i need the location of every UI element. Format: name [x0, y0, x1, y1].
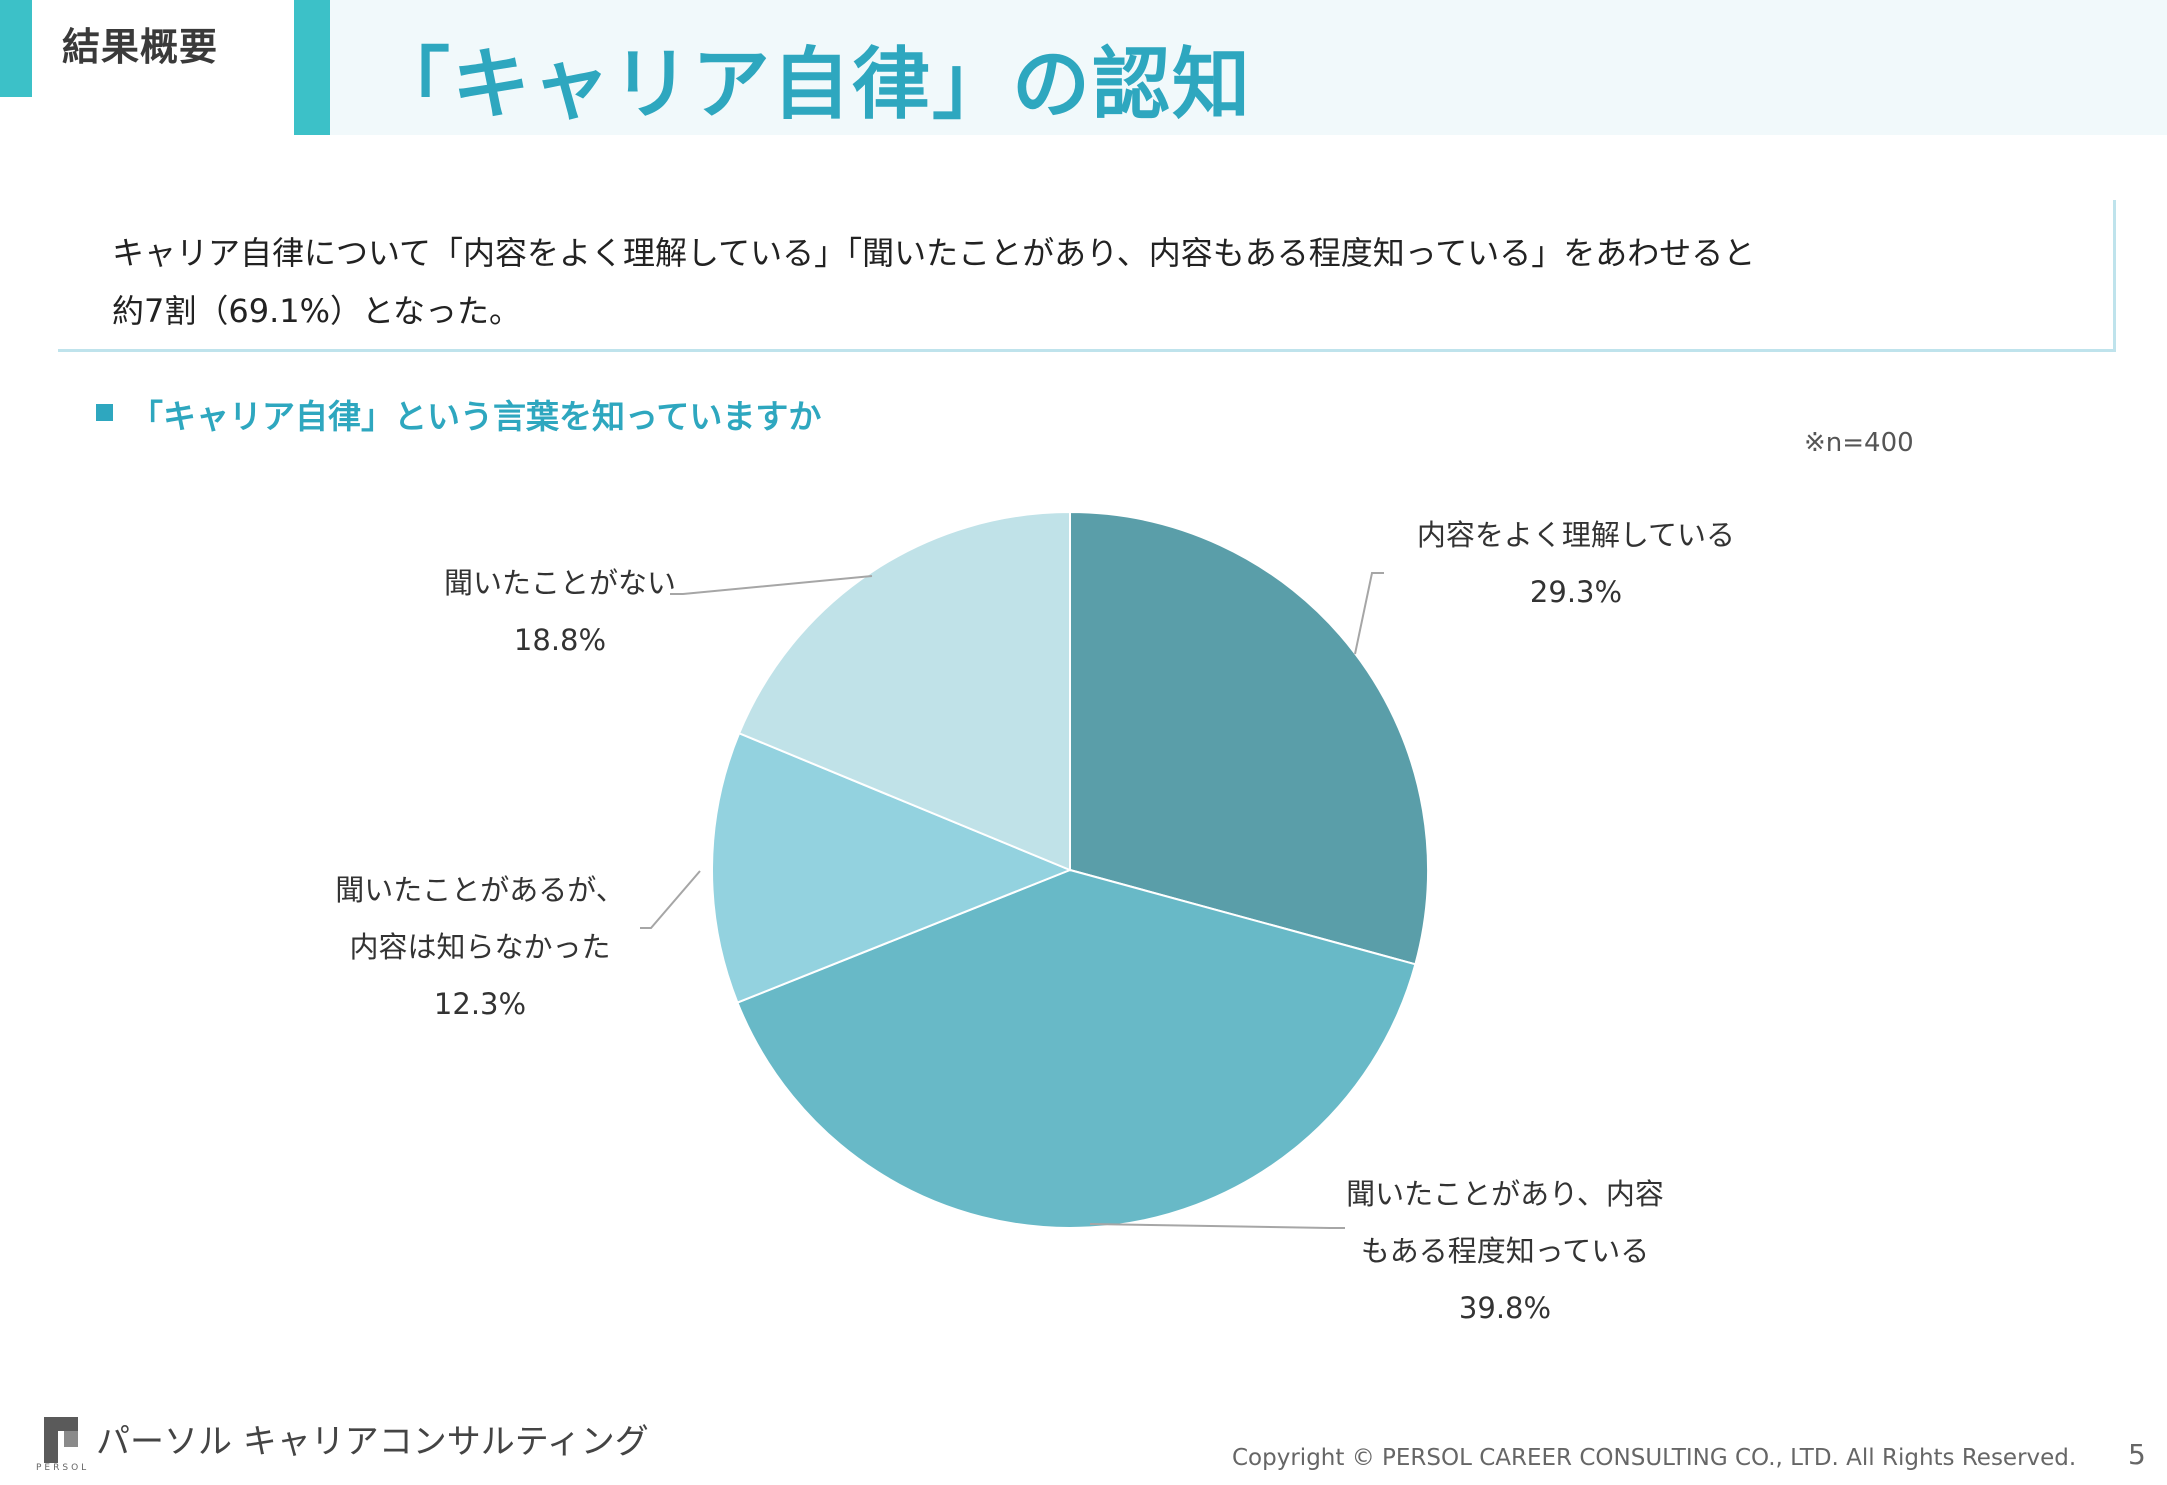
pie-label-3-value: 18.8%	[513, 623, 607, 657]
logo-text: PERSOL	[36, 1463, 90, 1473]
page-number: 5	[2128, 1438, 2146, 1471]
question-title: 「キャリア自律」という言葉を知っていますか	[130, 397, 822, 436]
bullet-square-icon	[96, 404, 113, 421]
page-title: 「キャリア自律」の認知	[372, 40, 1253, 130]
company-name: パーソル キャリアコンサルティング	[96, 1422, 649, 1462]
summary-box: キャリア自律について「内容をよく理解している」「聞いたことがあり、内容もある程度…	[58, 200, 2116, 352]
pie-slice-2	[711, 731, 1073, 1004]
pie-slice-3	[737, 510, 1071, 872]
leader-lines	[640, 572, 1384, 1229]
summary-text-line-2: 約7割（69.1%）となった。	[112, 292, 522, 330]
pie-slices	[711, 510, 1429, 1229]
pie-label-1: 聞いたことがあり、内容 もある程度知っている 39.8%	[1345, 1166, 1665, 1337]
pie-label-2-line-0: 聞いたことがあるが、	[335, 873, 625, 907]
pie-label-0-line-0: 内容をよく理解している	[1416, 518, 1736, 552]
sample-size-note: ※n=400	[1804, 428, 1914, 458]
pie-label-2: 聞いたことがあるが、 内容は知らなかった 12.3%	[325, 862, 635, 1033]
header-band	[330, 0, 2167, 135]
pie-label-2-line-1: 内容は知らなかった	[349, 930, 611, 964]
pie-label-3-line-0: 聞いたことがない	[443, 566, 676, 600]
pie-label-1-line-1: もある程度知っている	[1360, 1234, 1650, 1268]
pie-label-1-value: 39.8%	[1458, 1291, 1552, 1325]
copyright: Copyright © PERSOL CAREER CONSULTING CO.…	[1232, 1445, 2077, 1471]
summary-text-line-1: キャリア自律について「内容をよく理解している」「聞いたことがあり、内容もある程度…	[112, 234, 1756, 272]
leader-line-3	[670, 575, 873, 595]
section-tag-accent-bar	[0, 0, 32, 97]
leader-line-0	[1354, 572, 1384, 655]
pie-label-3: 聞いたことがない 18.8%	[420, 555, 700, 669]
pie-label-0-value: 29.3%	[1529, 575, 1623, 609]
title-accent-bar	[294, 0, 330, 135]
leader-line-1	[1089, 1223, 1345, 1229]
pie-label-2-value: 12.3%	[433, 987, 527, 1021]
leader-line-2	[640, 870, 701, 929]
persol-logo-icon	[44, 1417, 78, 1463]
pie-label-1-line-0: 聞いたことがあり、内容	[1346, 1177, 1664, 1211]
section-tag: 結果概要	[62, 25, 219, 69]
pie-label-0: 内容をよく理解している 29.3%	[1416, 507, 1736, 621]
pie-slice-1	[736, 868, 1417, 1229]
